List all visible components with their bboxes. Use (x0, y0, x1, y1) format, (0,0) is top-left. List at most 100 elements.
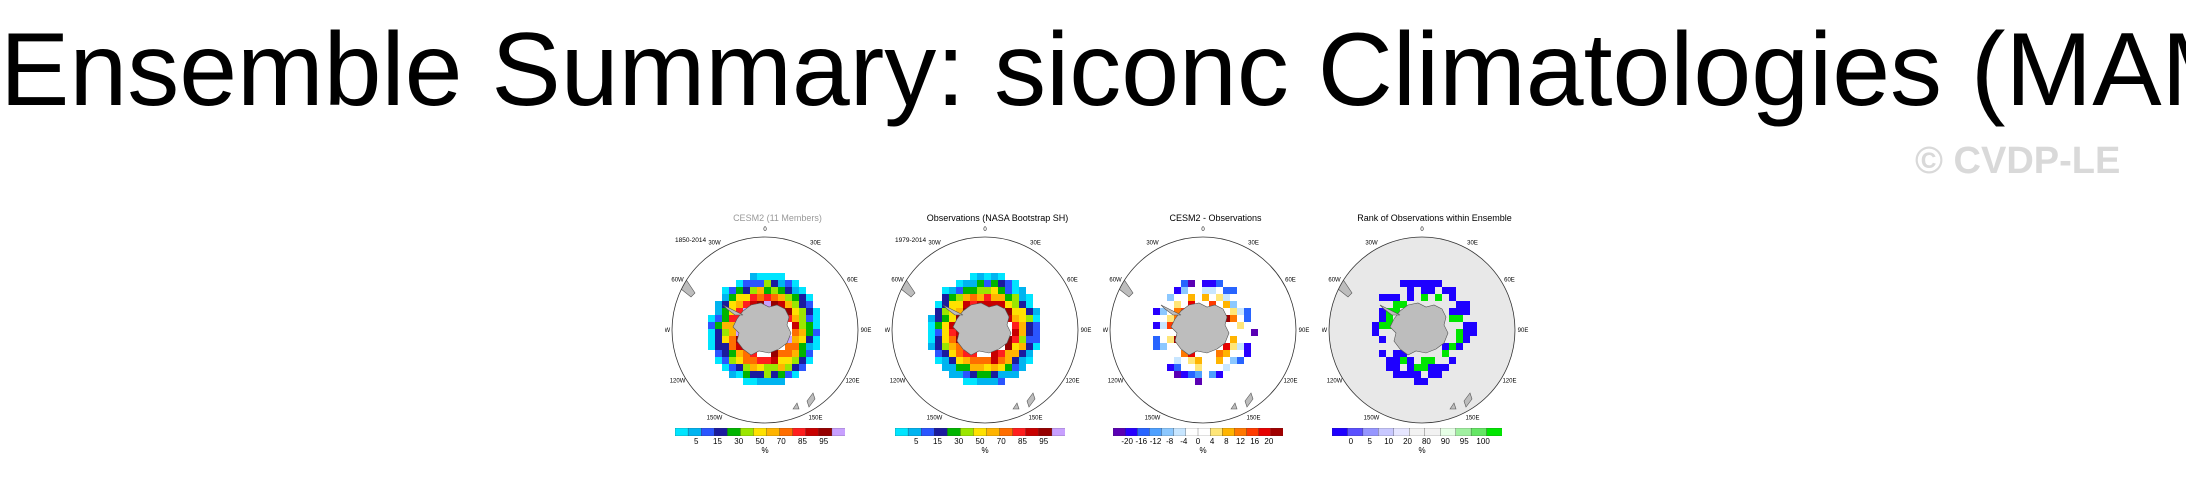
colorbar-swatch (701, 428, 715, 436)
sea-ice-grid-cell (750, 364, 757, 371)
sea-ice-grid-cell (806, 308, 813, 315)
colorbar-tick-label: 95 (1459, 437, 1469, 446)
sea-ice-grid-cell (736, 294, 743, 301)
antarctic-peninsula (1160, 304, 1182, 316)
sea-ice-grid-cell (792, 371, 799, 378)
sea-ice-grid-cell (1012, 350, 1019, 357)
sea-ice-grid-cell (813, 336, 820, 343)
sea-ice-grid-cell (970, 294, 977, 301)
antarctica-landmass (1170, 302, 1230, 356)
colorbar-tick-label: 70 (996, 437, 1006, 446)
sea-ice-grid-cell (984, 294, 991, 301)
sea-ice-grid-cell (956, 343, 963, 350)
colorbar (895, 428, 1065, 436)
colorbar-swatch (1347, 428, 1364, 436)
sea-ice-grid-cell (1174, 357, 1181, 364)
sea-ice-grid-cell (956, 280, 963, 287)
sea-ice-grid-cell (799, 301, 806, 308)
sea-ice-grid-cell (1181, 287, 1188, 294)
colorbar-tick-label: 85 (798, 437, 807, 446)
longitude-label: 120W (1327, 379, 1343, 385)
sea-ice-grid-cell (1019, 294, 1026, 301)
colorbar-tick-label: 50 (755, 437, 765, 446)
sea-ice-grid-cell (792, 301, 799, 308)
sea-ice-grid-cell (942, 315, 949, 322)
sea-ice-grid-cell (1174, 371, 1181, 378)
sea-ice-grid-cell (729, 301, 736, 308)
sea-ice-grid-cell (1407, 280, 1414, 287)
sea-ice-grid-cell (970, 371, 977, 378)
sea-ice-grid-cell (1223, 350, 1230, 357)
sea-ice-grid-cell (736, 301, 743, 308)
colorbar-swatch (1258, 428, 1272, 436)
sea-ice-field (1112, 274, 1258, 410)
sea-ice-grid-cell (1181, 350, 1188, 357)
sea-ice-grid-cell (935, 343, 942, 350)
sea-ice-grid-cell (715, 336, 722, 343)
sea-ice-grid-cell (1435, 364, 1442, 371)
sea-ice-grid-cell (799, 350, 806, 357)
sea-ice-grid-cell (949, 301, 956, 308)
sea-ice-grid-cell (1167, 350, 1174, 357)
island-landmass (1449, 402, 1457, 410)
sea-ice-grid-cell (757, 294, 764, 301)
sea-ice-grid-cell (764, 301, 771, 308)
sea-ice-grid-cell (1167, 315, 1174, 322)
sea-ice-grid-cell (1019, 357, 1026, 364)
sea-ice-grid-cell (1216, 350, 1223, 357)
colorbar-tick-label: 15 (713, 437, 722, 446)
colorbar (1113, 428, 1283, 436)
sea-ice-grid-cell (799, 336, 806, 343)
sea-ice-grid-cell (984, 280, 991, 287)
colorbar-swatch (934, 428, 948, 436)
sea-ice-grid-cell (1237, 322, 1244, 329)
colorbar-swatch (805, 428, 820, 436)
period-label: 1850-2014 (675, 237, 707, 244)
sea-ice-grid-cell (1181, 280, 1188, 287)
sea-ice-grid-cell (785, 280, 792, 287)
colorbar-swatch (1137, 428, 1150, 436)
longitude-label: 30E (1467, 241, 1478, 247)
longitude-label: 120E (845, 379, 859, 385)
sea-ice-grid-cell (991, 378, 998, 385)
sea-ice-grid-cell (722, 350, 729, 357)
sea-ice-grid-cell (1223, 287, 1230, 294)
map-border (891, 236, 1079, 424)
sea-ice-grid-cell (1379, 350, 1386, 357)
sea-ice-grid-cell (813, 315, 820, 322)
sea-ice-grid-cell (1019, 315, 1026, 322)
colorbar-swatch (831, 428, 845, 436)
sea-ice-grid-cell (743, 357, 750, 364)
sea-ice-grid-cell (991, 287, 998, 294)
sea-ice-grid-cell (1188, 280, 1195, 287)
sea-ice-grid-cell (963, 357, 970, 364)
sea-ice-grid-cell (1393, 301, 1400, 308)
sea-ice-grid-cell (764, 364, 771, 371)
sea-ice-grid-cell (991, 357, 998, 364)
colorbar-swatch (1409, 428, 1426, 436)
sea-ice-grid-cell (1230, 301, 1237, 308)
colorbar-tick-label: -12 (1149, 437, 1162, 446)
sea-ice-grid-cell (977, 273, 984, 280)
sea-ice-grid-cell (1019, 329, 1026, 336)
sea-ice-grid-cell (963, 378, 970, 385)
colorbar-swatch (1051, 428, 1065, 436)
island-landmass (792, 402, 800, 410)
sea-ice-grid-cell (736, 371, 743, 378)
sea-ice-grid-cell (1033, 343, 1040, 350)
sea-ice-grid-cell (1167, 294, 1174, 301)
sea-ice-grid-cell (771, 287, 778, 294)
sea-ice-grid-cell (778, 378, 785, 385)
map-panel: CESM2 (11 Members) 1850-2014 0 30E 60E 90E 120… (665, 205, 890, 460)
sea-ice-grid-cell (799, 357, 806, 364)
sea-ice-grid-cell (1195, 371, 1202, 378)
sea-ice-grid-cell (1393, 308, 1400, 315)
longitude-label: 60E (1285, 278, 1296, 284)
sea-ice-grid-cell (1005, 287, 1012, 294)
sea-ice-grid-cell (1400, 371, 1407, 378)
sea-ice-grid-cell (771, 350, 778, 357)
sea-ice-grid-cell (942, 364, 949, 371)
sea-ice-grid-cell (991, 280, 998, 287)
sea-ice-grid-cell (729, 336, 736, 343)
sea-ice-grid-cell (963, 371, 970, 378)
